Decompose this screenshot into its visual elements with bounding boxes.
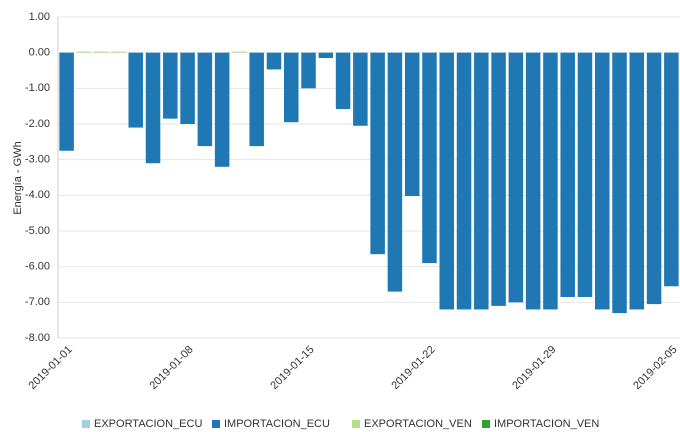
bar [76,51,92,53]
bar [232,51,247,53]
x-tick-label: 2019-01-01 [27,344,75,392]
legend-swatch [212,420,220,428]
bar [422,52,437,264]
bar [318,52,334,59]
bar [612,52,627,314]
y-tick-label: -2.00 [25,118,50,130]
bar [370,52,385,255]
bar [214,52,230,167]
bar [474,52,489,310]
bar [387,52,403,292]
y-tick-label: -3.00 [25,154,50,166]
y-tick-label: -6.00 [25,261,50,273]
y-tick-label: -7.00 [25,296,50,308]
bar [283,52,299,123]
bar [439,52,455,310]
x-tick-label: 2019-01-22 [389,344,437,392]
y-tick-label: 0.00 [29,47,50,59]
bar [145,52,161,164]
y-tick-label: -1.00 [25,82,50,94]
bar [249,52,264,147]
bar [93,51,109,53]
bar [128,52,144,128]
y-tick-label: -4.00 [25,189,50,201]
legend-label: IMPORTACION_VEN [494,418,599,430]
x-tick-label: 2019-01-08 [147,344,195,392]
bar [491,52,506,306]
bar [335,52,351,110]
y-tick-label: 1.00 [29,11,50,23]
bar [353,52,368,126]
legend-swatch [82,420,90,428]
bar [163,52,178,119]
y-tick-label: -5.00 [25,225,50,237]
bar [456,52,472,310]
bar [646,52,662,305]
bar [180,52,195,124]
y-tick-label: -8.00 [25,332,50,344]
bar [525,52,541,310]
bar [508,52,524,303]
bar [594,52,610,310]
bar [59,52,74,151]
bar [301,52,316,89]
bar [266,52,282,70]
bar [560,52,575,297]
bar [577,52,593,297]
bar [197,52,213,147]
bar [404,52,420,197]
legend-label: IMPORTACION_ECU [224,418,330,430]
x-tick-label: 2019-02-05 [631,344,679,392]
bar [111,51,126,53]
legend-label: EXPORTACION_ECU [94,418,202,430]
y-axis-label: Energía - GWh [12,141,24,214]
legend-swatch [482,420,490,428]
bar [543,52,558,310]
bar [664,52,679,287]
bar [629,52,645,310]
x-tick-label: 2019-01-29 [510,344,558,392]
legend-label: EXPORTACION_VEN [364,418,472,430]
legend-swatch [352,420,360,428]
x-tick-label: 2019-01-15 [268,344,316,392]
